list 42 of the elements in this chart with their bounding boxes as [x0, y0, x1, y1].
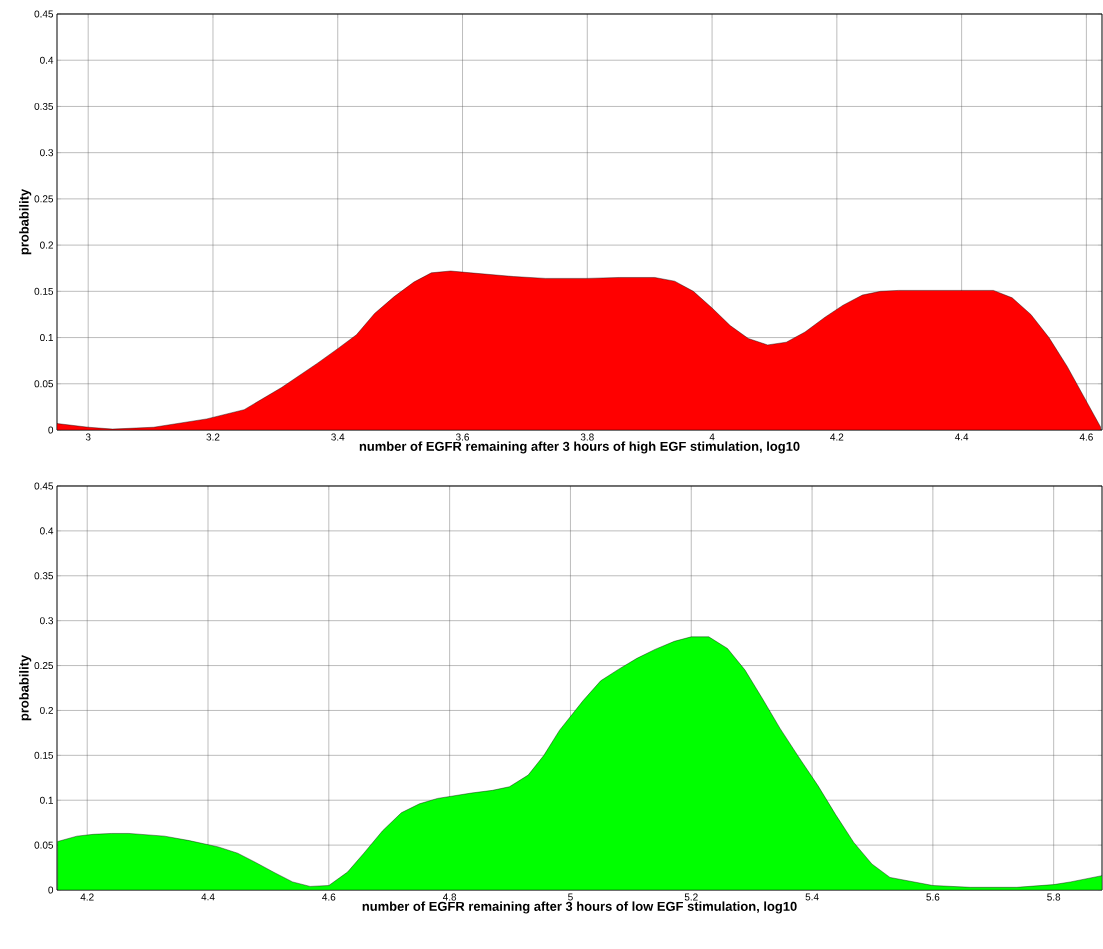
y-tick-label: 0.15	[34, 287, 54, 295]
x-tick-label: 5.4	[805, 893, 819, 901]
y-axis-title: probability	[19, 188, 32, 255]
x-tick-label: 3.6	[455, 433, 470, 441]
y-tick-label: 0	[48, 426, 54, 434]
x-tick-label: 4	[709, 433, 715, 441]
x-tick-label: 3.8	[580, 433, 594, 441]
y-tick-label: 0.45	[34, 10, 54, 18]
y-tick-label: 0.2	[40, 241, 53, 249]
x-tick-label: 3.4	[331, 433, 345, 441]
x-tick-label: 3.2	[206, 433, 220, 441]
x-tick-label: 4.2	[830, 433, 844, 441]
y-tick-label: 0.4	[40, 527, 54, 535]
x-axis-title: number of EGFR remaining after 3 hours of high EGF stimulation, log10	[359, 441, 800, 454]
x-tick-label: 4.4	[201, 893, 215, 901]
x-tick-label: 5.6	[926, 893, 940, 901]
y-tick-label: 0.15	[34, 751, 54, 759]
y-axis-title: probability	[19, 654, 32, 721]
y-tick-label: 0.1	[40, 334, 53, 342]
y-tick-label: 0.1	[40, 796, 53, 804]
y-tick-label: 0.3	[40, 617, 54, 625]
y-tick-label: 0.3	[40, 149, 54, 157]
x-tick-label: 3	[85, 433, 91, 441]
x-tick-label: 4.2	[80, 893, 94, 901]
x-tick-label: 4.6	[322, 893, 336, 901]
x-tick-label: 4.8	[442, 893, 457, 901]
y-tick-label: 0.2	[40, 706, 53, 714]
x-tick-label: 4.4	[954, 433, 969, 441]
x-tick-label: 5	[568, 893, 573, 901]
y-tick-label: 0.05	[34, 380, 54, 388]
y-tick-label: 0.4	[40, 56, 54, 64]
x-tick-label: 5.2	[684, 893, 698, 901]
y-tick-label: 0	[48, 886, 54, 894]
y-tick-label: 0.45	[34, 482, 54, 490]
y-tick-label: 0.25	[34, 662, 54, 670]
y-tick-label: 0.05	[34, 841, 54, 849]
y-tick-label: 0.35	[34, 572, 54, 580]
x-axis-title: number of EGFR remaining after 3 hours of low EGF stimulation, log10	[362, 901, 797, 914]
y-tick-label: 0.25	[34, 195, 54, 203]
x-tick-label: 4.6	[1079, 433, 1093, 441]
y-tick-label: 0.35	[34, 102, 54, 110]
x-tick-label: 5.8	[1047, 893, 1061, 901]
